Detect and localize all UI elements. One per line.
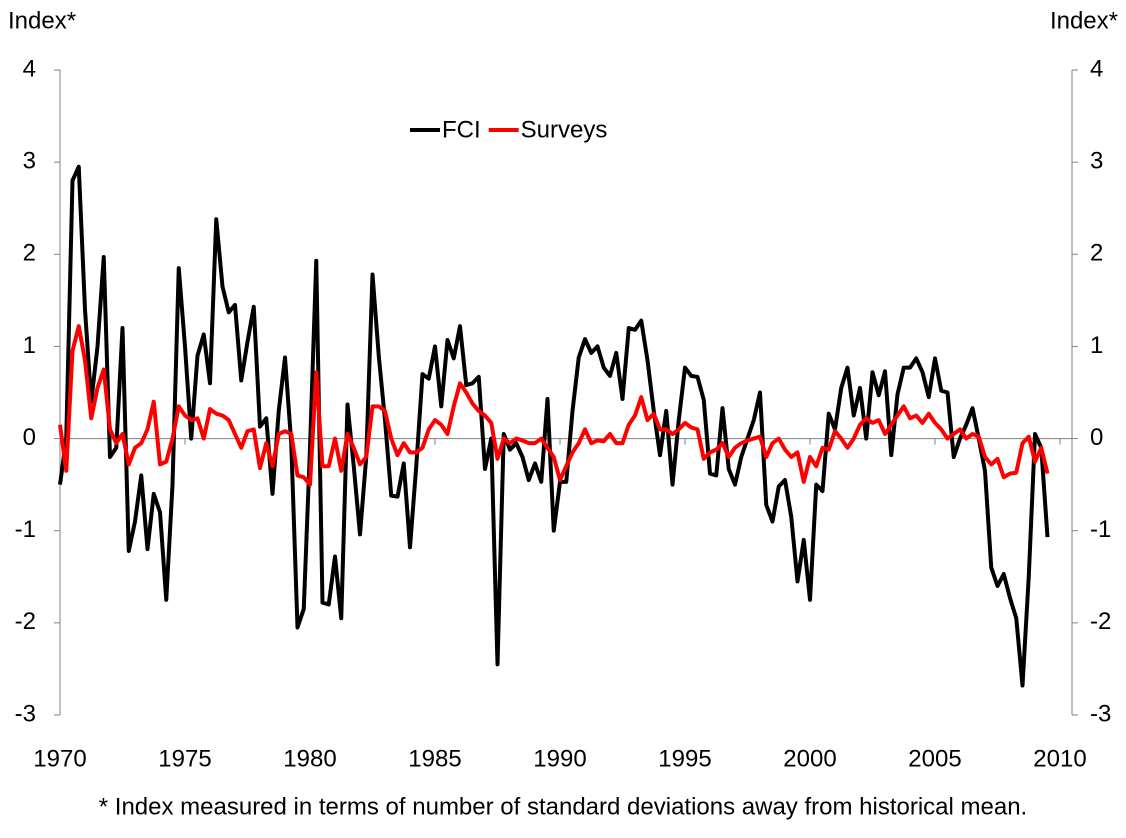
x-tick-label: 1980	[283, 745, 336, 772]
x-tick-label: 1975	[158, 745, 211, 772]
x-tick-label: 1990	[533, 745, 586, 772]
x-tick-label: 2010	[1033, 745, 1086, 772]
y2-tick-label: -2	[1090, 608, 1111, 635]
y-tick-label: 4	[23, 55, 36, 82]
x-tick-label: 1995	[658, 745, 711, 772]
y-tick-label: 1	[23, 332, 36, 359]
series-line	[58, 324, 1050, 487]
y-tick-label: -3	[15, 700, 36, 727]
legend-label: Surveys	[521, 116, 608, 143]
y2-tick-label: -1	[1090, 516, 1111, 543]
x-tick-label: 1985	[408, 745, 461, 772]
legend-label: FCI	[442, 116, 481, 143]
x-tick-label: 2005	[908, 745, 961, 772]
y-tick-label: 3	[23, 147, 36, 174]
series-line	[58, 164, 1050, 688]
y2-tick-label: 3	[1090, 147, 1103, 174]
y2-tick-label: 1	[1090, 332, 1103, 359]
y2-tick-label: -3	[1090, 700, 1111, 727]
y2-tick-label: 0	[1090, 424, 1103, 451]
x-tick-label: 2000	[783, 745, 836, 772]
footnote: * Index measured in terms of number of s…	[99, 793, 1027, 820]
y-axis-label: Index*	[8, 7, 76, 34]
y-tick-label: 2	[23, 240, 36, 267]
y2-tick-label: 2	[1090, 240, 1103, 267]
y-tick-label: 0	[23, 424, 36, 451]
y2-tick-label: 4	[1090, 55, 1103, 82]
y-tick-label: -1	[15, 516, 36, 543]
y-tick-label: -2	[15, 608, 36, 635]
x-tick-label: 1970	[33, 745, 86, 772]
y2-axis-label: Index*	[1050, 7, 1118, 34]
